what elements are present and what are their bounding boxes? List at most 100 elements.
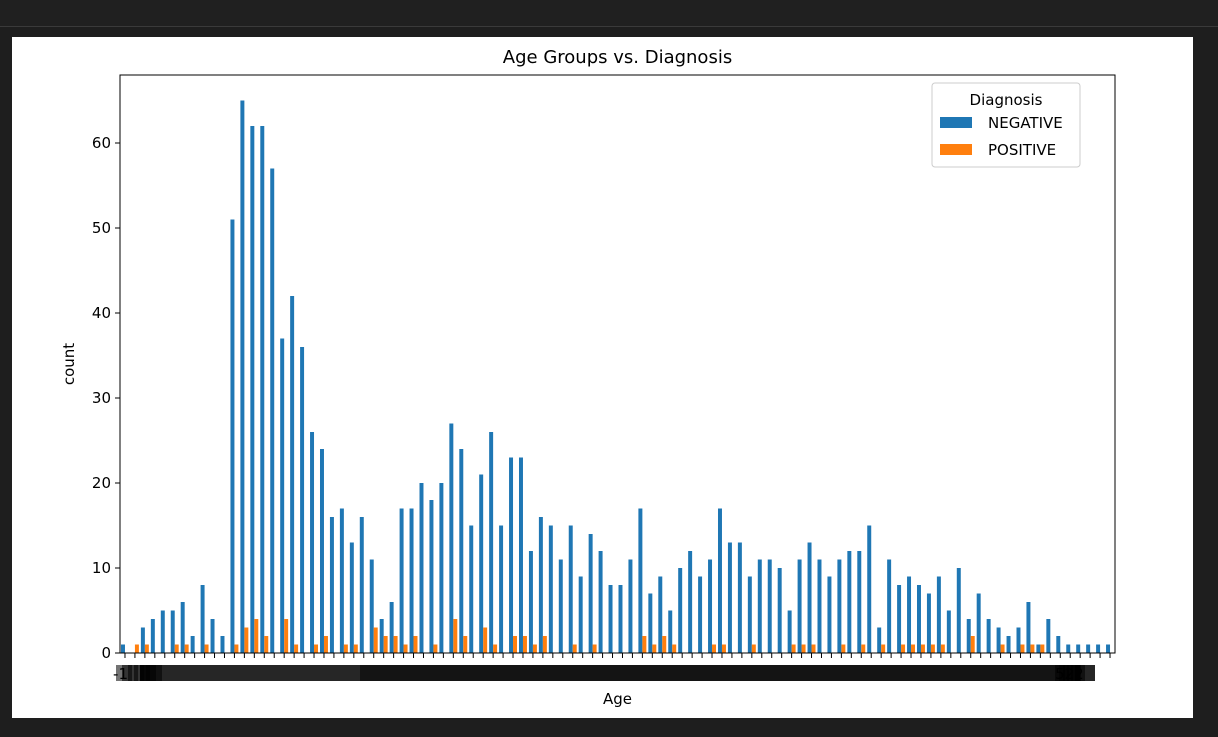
y-tick-label: 50 xyxy=(92,219,111,237)
bar-positive xyxy=(144,644,149,653)
bar-negative xyxy=(1006,636,1011,653)
bar-positive xyxy=(184,644,189,653)
bar-negative xyxy=(598,551,603,653)
bar-negative xyxy=(220,636,225,653)
legend: Diagnosis NEGATIVE POSITIVE xyxy=(931,82,1081,168)
bar-positive xyxy=(174,644,179,653)
bar-negative xyxy=(1066,644,1071,653)
y-tick-label: 40 xyxy=(92,304,111,322)
x-axis xyxy=(116,653,1111,681)
bar-negative xyxy=(568,525,573,653)
bar-negative xyxy=(240,100,245,653)
bar-negative xyxy=(916,585,921,653)
bar-negative xyxy=(558,559,563,653)
bar-negative xyxy=(956,568,961,653)
chart-figure: 0 10 20 30 40 50 60 Age Groups vs. Diagnosis A… xyxy=(12,37,1193,718)
x-axis-label: Age xyxy=(603,690,632,708)
bar-negative xyxy=(946,610,951,653)
bar-positive xyxy=(483,627,488,653)
bar-positive xyxy=(642,636,647,653)
bar-negative xyxy=(140,627,145,653)
bar-positive xyxy=(463,636,468,653)
chart-title: Age Groups vs. Diagnosis xyxy=(503,47,732,68)
y-axis: 0 10 20 30 40 50 60 xyxy=(92,134,120,662)
bar-negative xyxy=(190,636,195,653)
bar-negative xyxy=(857,551,862,653)
bar-negative xyxy=(727,542,732,653)
bar-negative xyxy=(767,559,772,653)
bar-negative xyxy=(270,168,275,653)
bar-positive xyxy=(920,644,925,653)
bar-negative xyxy=(1046,619,1051,653)
bar-positive xyxy=(662,636,667,653)
bar-negative xyxy=(260,126,265,653)
bar-positive xyxy=(323,636,328,653)
bar-negative xyxy=(369,559,374,653)
legend-title: Diagnosis xyxy=(970,91,1043,109)
bar-positive xyxy=(204,644,209,653)
bar-negative xyxy=(628,559,633,653)
bar-negative xyxy=(1086,644,1091,653)
legend-label-negative: NEGATIVE xyxy=(988,114,1063,132)
bar-positive xyxy=(264,636,269,653)
bar-negative xyxy=(966,619,971,653)
bar-positive xyxy=(284,619,289,653)
bar-positive xyxy=(453,619,458,653)
y-tick-label: 60 xyxy=(92,134,111,152)
bar-positive xyxy=(234,644,239,653)
bar-chart: 0 10 20 30 40 50 60 Age Groups vs. Diagnosis A… xyxy=(60,47,1116,708)
bar-negative xyxy=(329,517,334,653)
bar-positive xyxy=(373,627,378,653)
bar-negative xyxy=(160,610,165,653)
bar-negative xyxy=(290,296,295,653)
bar-positive xyxy=(433,644,438,653)
x-tick-label-overlap xyxy=(140,665,360,681)
bar-negative xyxy=(489,432,494,653)
bar-negative xyxy=(1056,636,1061,653)
bar-positive xyxy=(393,636,398,653)
bar-negative xyxy=(747,576,752,653)
bar-negative xyxy=(538,517,543,653)
bar-positive xyxy=(1030,644,1035,653)
bar-negative xyxy=(170,610,175,653)
bar-positive xyxy=(811,644,816,653)
bar-positive xyxy=(930,644,935,653)
bar-negative xyxy=(847,551,852,653)
bar-negative xyxy=(588,534,593,653)
bar-negative xyxy=(737,542,742,653)
bar-negative xyxy=(837,559,842,653)
positive-bars xyxy=(134,619,1045,653)
bar-negative xyxy=(976,593,981,653)
bar-positive xyxy=(1020,644,1025,653)
bar-negative xyxy=(827,576,832,653)
bar-positive xyxy=(572,644,577,653)
plot-frame xyxy=(119,74,1116,654)
bar-negative xyxy=(389,602,394,653)
bar-positive xyxy=(901,644,906,653)
bar-negative xyxy=(877,627,882,653)
y-tick-label: 10 xyxy=(92,559,111,577)
bar-positive xyxy=(522,636,527,653)
bar-negative xyxy=(907,576,912,653)
bar-negative xyxy=(668,610,673,653)
bar-positive xyxy=(532,644,537,653)
bar-negative xyxy=(300,347,305,653)
bar-negative xyxy=(349,542,354,653)
legend-label-positive: POSITIVE xyxy=(988,141,1056,159)
bar-positive xyxy=(383,636,388,653)
bar-negative xyxy=(897,585,902,653)
bar-positive xyxy=(413,636,418,653)
bar-negative xyxy=(359,517,364,653)
bar-negative xyxy=(608,585,613,653)
bar-positive xyxy=(254,619,259,653)
bar-negative xyxy=(1016,627,1021,653)
bar-negative xyxy=(996,627,1001,653)
y-tick-label: 0 xyxy=(101,644,111,662)
bar-positive xyxy=(294,644,299,653)
bar-positive xyxy=(542,636,547,653)
bar-negative xyxy=(469,525,474,653)
bar-negative xyxy=(618,585,623,653)
bar-negative xyxy=(210,619,215,653)
bar-positive xyxy=(861,644,866,653)
bar-positive xyxy=(881,644,886,653)
